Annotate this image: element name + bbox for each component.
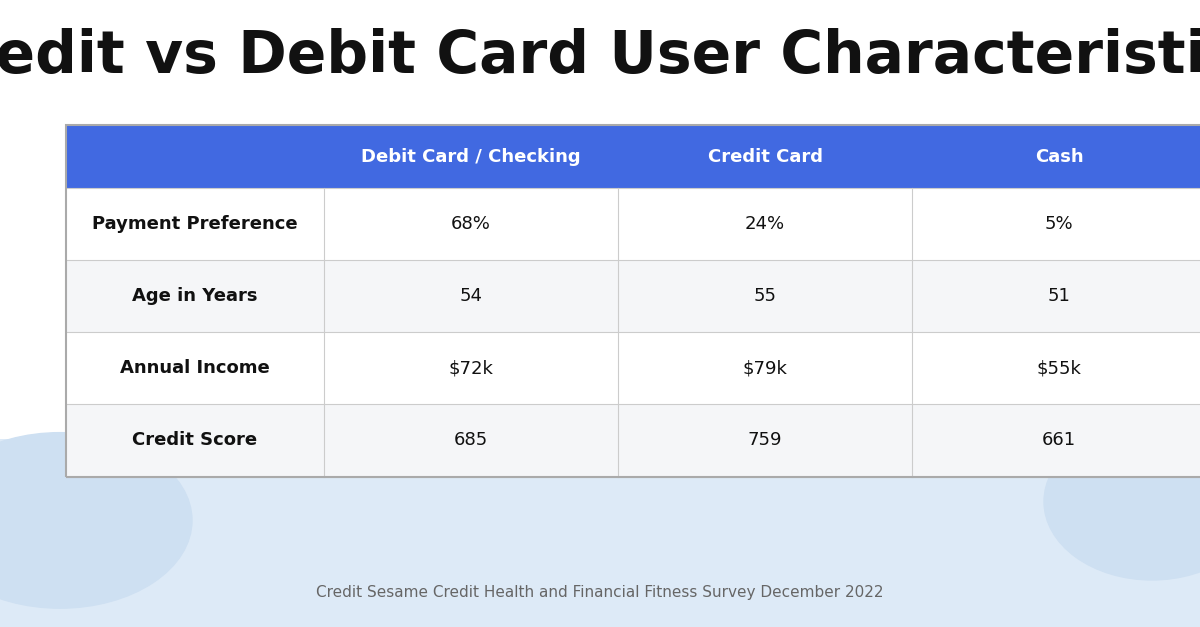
Text: 51: 51 [1048, 287, 1070, 305]
Text: Credit vs Debit Card User Characteristics: Credit vs Debit Card User Characteristic… [0, 28, 1200, 85]
Text: Credit Sesame Credit Health and Financial Fitness Survey December 2022: Credit Sesame Credit Health and Financia… [317, 585, 883, 600]
Text: Age in Years: Age in Years [132, 287, 258, 305]
Text: 5%: 5% [1045, 215, 1073, 233]
Text: 685: 685 [454, 431, 488, 450]
Text: Debit Card / Checking: Debit Card / Checking [361, 148, 581, 166]
Text: 54: 54 [460, 287, 482, 305]
FancyBboxPatch shape [66, 404, 1200, 477]
Ellipse shape [0, 433, 192, 608]
Text: $79k: $79k [743, 359, 787, 377]
FancyBboxPatch shape [66, 260, 1200, 332]
Text: 68%: 68% [451, 215, 491, 233]
FancyBboxPatch shape [0, 439, 1200, 627]
Text: 759: 759 [748, 431, 782, 450]
Text: 55: 55 [754, 287, 776, 305]
Ellipse shape [1044, 423, 1200, 580]
Text: Cash: Cash [1034, 148, 1084, 166]
Text: $55k: $55k [1037, 359, 1081, 377]
Text: Payment Preference: Payment Preference [92, 215, 298, 233]
Text: 661: 661 [1042, 431, 1076, 450]
Text: $72k: $72k [449, 359, 493, 377]
Text: 24%: 24% [745, 215, 785, 233]
Text: Credit Score: Credit Score [132, 431, 258, 450]
Text: Annual Income: Annual Income [120, 359, 270, 377]
FancyBboxPatch shape [66, 125, 1200, 188]
FancyBboxPatch shape [66, 332, 1200, 404]
FancyBboxPatch shape [66, 188, 1200, 260]
Text: Credit Card: Credit Card [708, 148, 822, 166]
